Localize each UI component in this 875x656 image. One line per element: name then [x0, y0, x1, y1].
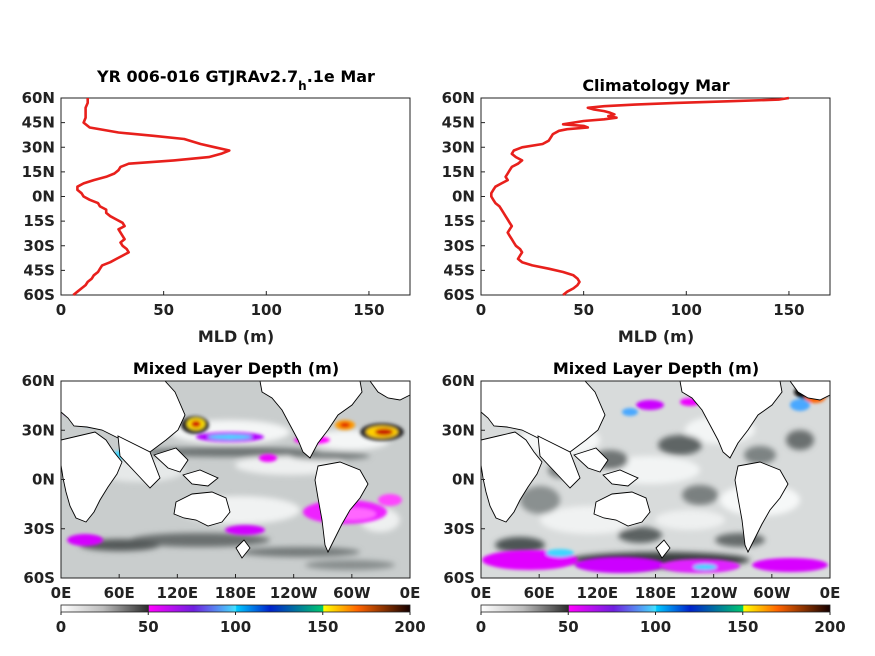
y-tick-label: 60S: [443, 286, 475, 304]
panel4-map-field: [481, 381, 830, 578]
y-tick-label: 60N: [22, 89, 55, 107]
y-tick-label: 15N: [22, 163, 55, 181]
x-tick-label: 150: [353, 301, 384, 319]
lon-tick-label: 120E: [157, 584, 199, 602]
panel1-series-line: [72, 98, 231, 297]
lat-tick-label: 60S: [23, 569, 55, 587]
panel3-map-field: [61, 381, 410, 578]
y-tick-label: 30N: [22, 138, 55, 156]
colorbar-tick-label: 150: [307, 618, 338, 636]
y-tick-label: 30S: [23, 237, 55, 255]
x-tick-label: 150: [773, 301, 804, 319]
y-tick-label: 60S: [23, 286, 55, 304]
panel-climatology-map: Mixed Layer Depth (m): [442, 359, 846, 636]
x-tick-label: 100: [671, 301, 702, 319]
panel2-xlabel: MLD (m): [618, 327, 694, 346]
lat-tick-label: 30S: [23, 520, 55, 538]
y-tick-label: 60N: [442, 89, 475, 107]
lon-tick-label: 60W: [333, 584, 371, 602]
panel-climatology-profile: Climatology Mar 0 50 100 150 60N 45N 30N 15N 0N 1…: [442, 76, 831, 346]
lat-tick-label: 60S: [443, 569, 475, 587]
panel1-title: YR 006-016 GTJRAv2.7h.1e Mar: [96, 67, 375, 93]
y-tick-label: 15N: [442, 163, 475, 181]
y-tick-label: 45S: [23, 261, 55, 279]
panel1-axes: [60, 97, 411, 296]
colorbar-tick-label: 50: [138, 618, 159, 636]
y-tick-label: 30N: [442, 138, 475, 156]
y-tick-label: 45N: [22, 114, 55, 132]
lon-tick-label: 0E: [51, 584, 72, 602]
x-tick-label: 50: [573, 301, 594, 319]
panel3-colorbar: [60, 604, 411, 613]
y-tick-label: 15S: [23, 212, 55, 230]
lon-tick-label: 60E: [104, 584, 135, 602]
panel-model-profile: YR 006-016 GTJRAv2.7h.1e Mar 0 50 100 150 60…: [22, 67, 411, 346]
lat-tick-label: 60N: [22, 372, 55, 390]
colorbar-tick-label: 100: [220, 618, 251, 636]
panel2-axes: [480, 97, 831, 296]
lon-tick-label: 120E: [577, 584, 619, 602]
lat-tick-label: 60N: [442, 372, 475, 390]
colorbar-tick-label: 200: [394, 618, 425, 636]
y-tick-label: 45N: [442, 114, 475, 132]
colorbar-tick-label: 150: [727, 618, 758, 636]
x-tick-label: 50: [153, 301, 174, 319]
lon-tick-label: 0E: [400, 584, 421, 602]
lat-tick-label: 30N: [22, 421, 55, 439]
colorbar-tick-label: 0: [56, 618, 66, 636]
x-tick-label: 100: [251, 301, 282, 319]
panel4-title: Mixed Layer Depth (m): [553, 359, 759, 378]
x-tick-label: 0: [476, 301, 486, 319]
y-tick-label: 0N: [32, 188, 55, 206]
colorbar-tick-label: 0: [476, 618, 486, 636]
lon-tick-label: 0E: [471, 584, 492, 602]
panel3-title: Mixed Layer Depth (m): [133, 359, 339, 378]
lat-tick-label: 30N: [442, 421, 475, 439]
lon-tick-label: 120W: [690, 584, 738, 602]
panel4-colorbar: [480, 604, 831, 613]
lon-tick-label: 180E: [215, 584, 257, 602]
y-tick-label: 45S: [443, 261, 475, 279]
panel-model-map: Mixed Layer Depth (m): [22, 359, 426, 636]
y-tick-label: 30S: [443, 237, 475, 255]
lon-tick-label: 60E: [524, 584, 555, 602]
colorbar-tick-label: 50: [558, 618, 579, 636]
lon-tick-label: 60W: [753, 584, 791, 602]
lon-tick-label: 180E: [635, 584, 677, 602]
panel2-title: Climatology Mar: [582, 76, 729, 95]
x-tick-label: 0: [56, 301, 66, 319]
lon-tick-label: 120W: [270, 584, 318, 602]
panel2-series-line: [490, 96, 790, 297]
y-tick-label: 0N: [452, 188, 475, 206]
y-tick-label: 15S: [443, 212, 475, 230]
panel3-land: [61, 381, 410, 559]
lat-tick-label: 30S: [443, 520, 475, 538]
colorbar-tick-label: 200: [814, 618, 845, 636]
lon-tick-label: 0E: [820, 584, 841, 602]
lat-tick-label: 0N: [452, 471, 475, 489]
colorbar-tick-label: 100: [640, 618, 671, 636]
lat-tick-label: 0N: [32, 471, 55, 489]
panel1-xlabel: MLD (m): [198, 327, 274, 346]
panel4-land: [481, 381, 830, 559]
